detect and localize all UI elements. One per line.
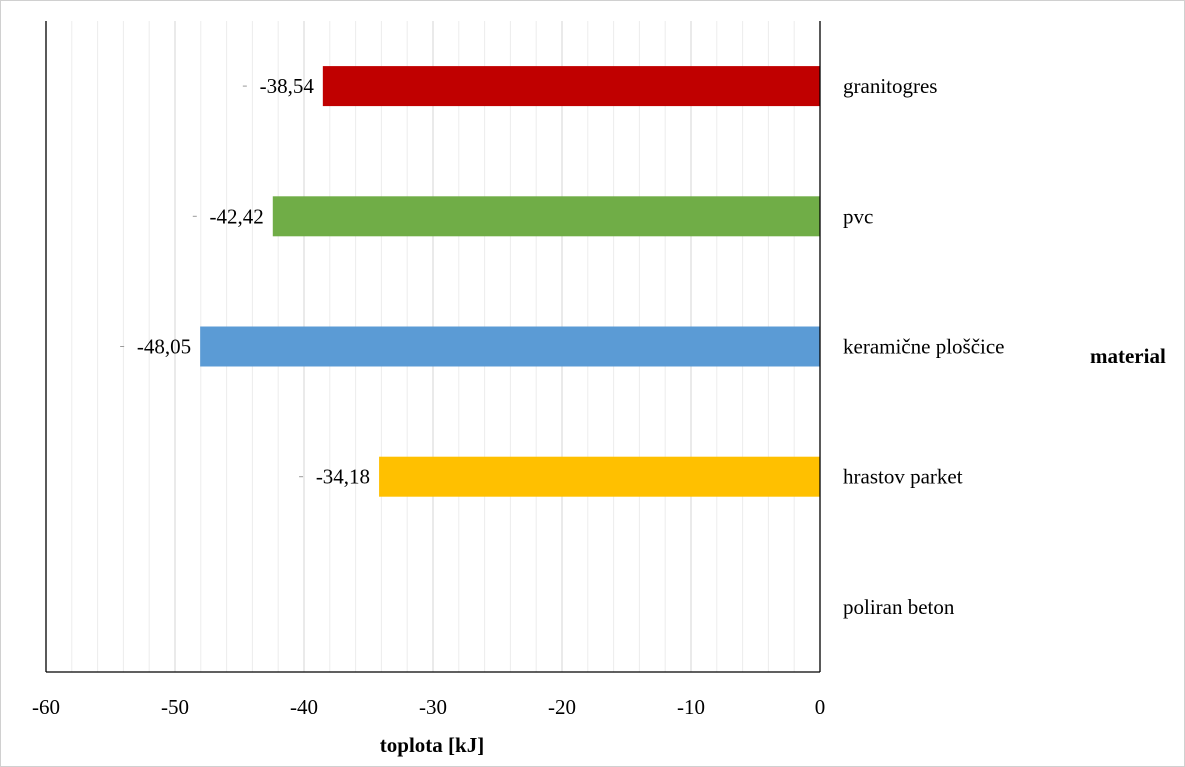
data-label: -34,18: [316, 465, 370, 489]
x-tick-label: -50: [161, 695, 189, 719]
x-tick-label: 0: [815, 695, 826, 719]
x-tick-label: -20: [548, 695, 576, 719]
category-label: granitogres: [843, 74, 937, 98]
x-tick-labels: -60 -50 -40 -30 -20 -10 0: [32, 695, 825, 719]
x-tick-label: -40: [290, 695, 318, 719]
category-label: pvc: [843, 204, 873, 228]
x-axis-title: toplota [kJ]: [380, 733, 484, 757]
category-label: keramične ploščice: [843, 335, 1005, 359]
data-label: -42,42: [210, 204, 264, 228]
bars: [200, 66, 821, 497]
x-tick-label: -30: [419, 695, 447, 719]
x-tick-label: -10: [677, 695, 705, 719]
x-tick-label: -60: [32, 695, 60, 719]
data-label: -38,54: [260, 74, 315, 98]
bar: [200, 326, 820, 367]
data-label: -48,05: [137, 335, 191, 359]
axes: [45, 21, 821, 673]
bar: [322, 66, 820, 107]
category-labels: granitogres pvc keramične ploščice hrastov …: [843, 74, 1005, 619]
bar: [272, 196, 821, 237]
y-axis-title: material: [1090, 344, 1166, 368]
category-label: hrastov parket: [843, 465, 963, 489]
data-labels: -38,54 -42,42 -48,05 -34,18: [120, 74, 370, 489]
category-label: poliran beton: [843, 595, 955, 619]
bar: [379, 456, 820, 497]
